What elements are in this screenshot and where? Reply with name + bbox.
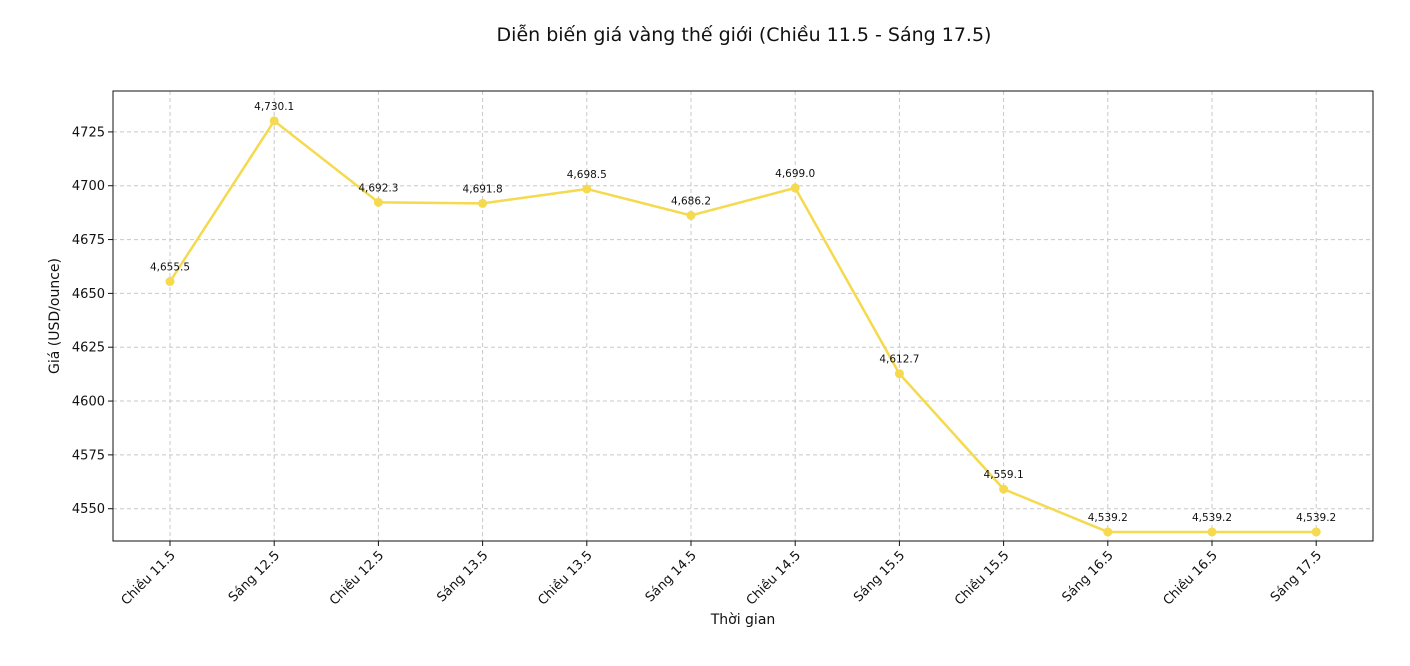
data-label: 4,539.2: [1296, 512, 1336, 524]
data-point: [686, 210, 696, 220]
grid: [113, 91, 1373, 541]
x-tick-label: Chiều 15.5: [952, 548, 1012, 608]
x-axis-label: Thời gian: [710, 612, 776, 628]
chart-title: Diễn biến giá vàng thế giới (Chiều 11.5 …: [497, 23, 992, 46]
x-tick-label: Chiều 16.5: [1161, 548, 1221, 608]
y-axis-label: Giá (USD/ounce): [47, 258, 63, 374]
data-label: 4,691.8: [463, 183, 503, 195]
data-point: [894, 369, 904, 379]
y-tick-label: 4550: [72, 502, 105, 517]
series-line: [168, 119, 1317, 534]
data-point: [165, 277, 175, 287]
data-label: 4,655.5: [150, 262, 190, 274]
data-point: [478, 198, 488, 208]
data-label: 4,612.7: [879, 354, 919, 366]
plot-frame: [112, 90, 1374, 542]
data-point: [999, 484, 1009, 494]
data-label: 4,539.2: [1088, 512, 1128, 524]
data-point: [373, 197, 383, 207]
data-labels: 4,655.5 4,730.1 4,692.3 4,691.8 4,698.5 4,686…: [150, 101, 1336, 524]
data-label: 4,559.1: [984, 469, 1024, 481]
x-tick-label: Sáng 14.5: [643, 548, 700, 605]
data-point: [1103, 527, 1113, 537]
data-label: 4,692.3: [358, 182, 398, 194]
data-point: [1207, 527, 1217, 537]
data-point: [1311, 527, 1321, 537]
x-tick-label: Chiều 13.5: [535, 548, 595, 608]
x-tick-label: Chiều 14.5: [744, 548, 804, 608]
y-tick-label: 4575: [72, 448, 105, 463]
x-tick-label: Chiều 11.5: [119, 548, 179, 608]
x-tick-label: Sáng 12.5: [226, 548, 283, 605]
x-tick-label: Sáng 16.5: [1059, 548, 1116, 605]
x-tick-label: Sáng 17.5: [1268, 548, 1325, 605]
x-axis: Chiều 11.5 Sáng 12.5 Chiều 12.5 Sáng 13.5 Ch…: [119, 541, 1325, 609]
data-label: 4,686.2: [671, 195, 711, 207]
x-tick-label: Sáng 15.5: [851, 548, 908, 605]
y-tick-label: 4625: [72, 341, 105, 356]
data-point: [790, 183, 800, 193]
data-point: [582, 184, 592, 194]
x-tick-label: Sáng 13.5: [434, 548, 491, 605]
data-label: 4,539.2: [1192, 512, 1232, 524]
data-label: 4,730.1: [254, 101, 294, 113]
data-point: [269, 116, 279, 126]
y-tick-label: 4600: [72, 395, 105, 410]
y-tick-label: 4725: [72, 125, 105, 140]
y-tick-label: 4700: [72, 179, 105, 194]
y-tick-label: 4675: [72, 233, 105, 248]
data-label: 4,698.5: [567, 169, 607, 181]
x-tick-label: Chiều 12.5: [327, 548, 387, 608]
y-axis: 4550 4575 4600 4625 4650 4675 4700 4725: [72, 125, 113, 517]
data-label: 4,699.0: [775, 168, 815, 180]
series: [165, 116, 1321, 537]
y-tick-label: 4650: [72, 287, 105, 302]
